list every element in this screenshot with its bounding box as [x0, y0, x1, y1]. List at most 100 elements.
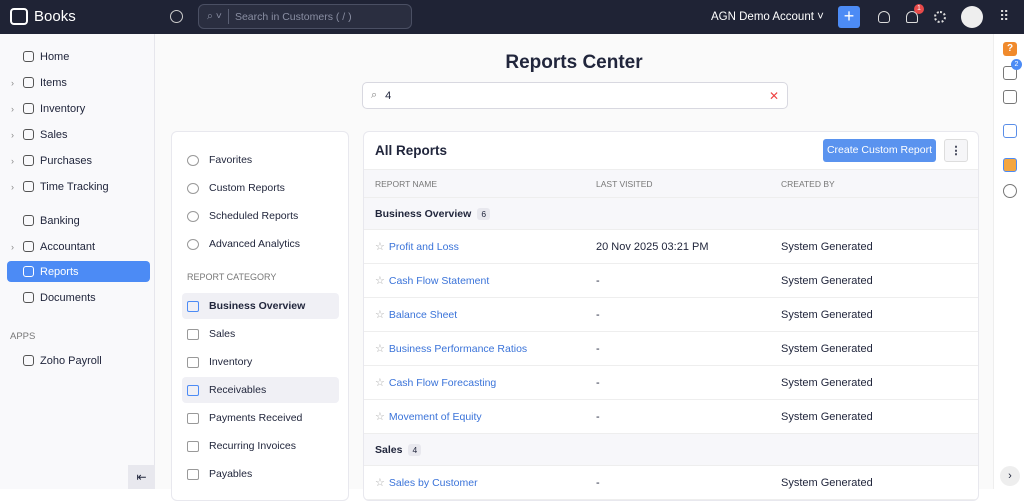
- report-nav-item[interactable]: Custom Reports: [182, 175, 339, 201]
- last-visited: -: [596, 410, 600, 423]
- sidebar-app-item[interactable]: Zoho Payroll: [7, 350, 150, 371]
- report-nav-item[interactable]: Advanced Analytics: [182, 231, 339, 257]
- sidebar-item-reports[interactable]: Reports: [7, 261, 150, 282]
- app-brand[interactable]: Books: [10, 8, 76, 25]
- chevron-right-icon[interactable]: ›: [11, 155, 14, 166]
- star-icon[interactable]: ☆: [375, 343, 385, 355]
- folder-icon: [187, 440, 199, 452]
- report-link[interactable]: Profit and Loss: [388, 240, 459, 253]
- group-count-badge: 4: [408, 443, 422, 456]
- table-row: ☆ Cash Flow Forecasting - System Generated: [364, 366, 978, 400]
- search-icon[interactable]: ⌕ ˅: [207, 10, 222, 22]
- search-input[interactable]: Search in Customers ( / ): [234, 10, 352, 23]
- column-header[interactable]: LAST VISITED: [596, 178, 653, 189]
- star-icon[interactable]: ☆: [375, 477, 385, 489]
- folder-icon: [187, 412, 199, 424]
- last-visited: -: [596, 476, 600, 489]
- video-tutorial-icon[interactable]: [1003, 90, 1017, 104]
- report-category-item[interactable]: Sales: [182, 321, 339, 347]
- star-icon[interactable]: ☆: [375, 241, 385, 253]
- avatar[interactable]: [961, 6, 983, 28]
- report-search[interactable]: ⌕ 4 ✕: [362, 82, 788, 109]
- chevron-right-icon[interactable]: ›: [11, 181, 14, 192]
- sidebar-item-inventory[interactable]: › Inventory: [7, 98, 150, 119]
- report-nav-icon: [187, 210, 199, 222]
- report-link[interactable]: Business Performance Ratios: [388, 342, 528, 355]
- sidebar-item-accountant[interactable]: › Accountant: [7, 236, 150, 257]
- sidebar-item-time-tracking[interactable]: › Time Tracking: [7, 176, 150, 197]
- created-by: System Generated: [781, 240, 873, 253]
- sidebar-item-label: Zoho Payroll: [40, 354, 102, 367]
- star-icon[interactable]: ☆: [375, 411, 385, 423]
- report-category-item[interactable]: Business Overview: [182, 293, 339, 319]
- sidebar-item-label: Banking: [40, 214, 80, 227]
- chevron-right-icon[interactable]: ›: [11, 77, 14, 88]
- chevron-right-icon[interactable]: ›: [11, 129, 14, 140]
- updates-icon[interactable]: [1003, 66, 1017, 80]
- last-visited: -: [596, 274, 600, 287]
- column-header[interactable]: CREATED BY: [781, 178, 835, 189]
- sidebar-item-label: Accountant: [40, 240, 96, 253]
- report-category-item[interactable]: Recurring Invoices: [182, 433, 339, 459]
- report-link[interactable]: Movement of Equity: [388, 410, 482, 423]
- books-logo-icon: [10, 8, 28, 25]
- sidebar-item-label: Reports: [40, 265, 79, 278]
- report-category-item[interactable]: Receivables: [182, 377, 339, 403]
- sidebar-item-home[interactable]: Home: [7, 46, 150, 67]
- report-category-heading: REPORT CATEGORY: [187, 272, 277, 282]
- more-options-button[interactable]: ⋮: [944, 139, 968, 162]
- chevron-right-icon[interactable]: ›: [11, 103, 14, 114]
- folder-icon: [187, 356, 199, 368]
- sidebar-item-items[interactable]: › Items: [7, 72, 150, 93]
- whats-new-icon[interactable]: [1003, 158, 1017, 172]
- recent-history-icon[interactable]: [170, 10, 183, 23]
- sidebar-item-documents[interactable]: Documents: [7, 287, 150, 308]
- gear-icon[interactable]: [934, 11, 946, 23]
- report-category-item[interactable]: Payables: [182, 461, 339, 487]
- sidebar-item-banking[interactable]: Banking: [7, 210, 150, 231]
- support-icon[interactable]: [1003, 184, 1017, 198]
- sidebar-item-label: Time Tracking: [40, 180, 109, 193]
- sidebar-item-label: Items: [40, 76, 67, 89]
- report-category-item[interactable]: Payments Received: [182, 405, 339, 431]
- quick-create-button[interactable]: +: [838, 6, 860, 28]
- column-header[interactable]: REPORT NAME: [375, 178, 438, 189]
- collapse-sidebar-button[interactable]: ⇤: [128, 465, 155, 489]
- star-icon[interactable]: ☆: [375, 275, 385, 287]
- report-nav-item[interactable]: Scheduled Reports: [182, 203, 339, 229]
- create-custom-report-button[interactable]: Create Custom Report: [823, 139, 936, 162]
- global-search[interactable]: ⌕ ˅ Search in Customers ( / ): [198, 4, 412, 29]
- report-search-input[interactable]: 4: [385, 89, 392, 102]
- report-link[interactable]: Sales by Customer: [388, 476, 478, 489]
- expand-rail-button[interactable]: ›: [1000, 466, 1020, 486]
- reports-center: Reports Center ⌕ 4 ✕ REPORT CATEGORY Favor…: [155, 34, 993, 501]
- report-nav-item[interactable]: Favorites: [182, 147, 339, 173]
- report-category-item[interactable]: Inventory: [182, 349, 339, 375]
- star-icon[interactable]: ☆: [375, 309, 385, 321]
- sidebar-item-label: Sales: [40, 128, 68, 141]
- apps-heading: APPS: [10, 331, 36, 342]
- report-link[interactable]: Cash Flow Forecasting: [388, 376, 497, 389]
- users-icon[interactable]: [878, 11, 890, 23]
- sidebar-item-purchases[interactable]: › Purchases: [7, 150, 150, 171]
- nav-icon: [23, 77, 34, 88]
- org-switcher[interactable]: AGN Demo Account ˅: [711, 11, 824, 23]
- group-name: Sales: [375, 443, 403, 456]
- bell-icon[interactable]: [906, 11, 918, 23]
- report-link[interactable]: Balance Sheet: [388, 308, 458, 321]
- feedback-chat-icon[interactable]: [1003, 124, 1017, 138]
- created-by: System Generated: [781, 376, 873, 389]
- table-row: ☆ Balance Sheet - System Generated: [364, 298, 978, 332]
- star-icon[interactable]: ☆: [375, 377, 385, 389]
- table-header: REPORT NAME LAST VISITED CREATED BY: [364, 170, 978, 198]
- chevron-right-icon[interactable]: ›: [11, 241, 14, 252]
- table-row: ☆ Business Performance Ratios - System Gene…: [364, 332, 978, 366]
- nav-icon: [23, 51, 34, 62]
- sidebar-item-sales[interactable]: › Sales: [7, 124, 150, 145]
- help-icon[interactable]: ?: [1003, 42, 1017, 56]
- clear-search-icon[interactable]: ✕: [768, 88, 779, 103]
- apps-grid-icon[interactable]: ⠿: [999, 8, 1010, 24]
- report-link[interactable]: Cash Flow Statement: [388, 274, 490, 287]
- nav-icon: [23, 241, 34, 252]
- folder-icon: [187, 300, 199, 312]
